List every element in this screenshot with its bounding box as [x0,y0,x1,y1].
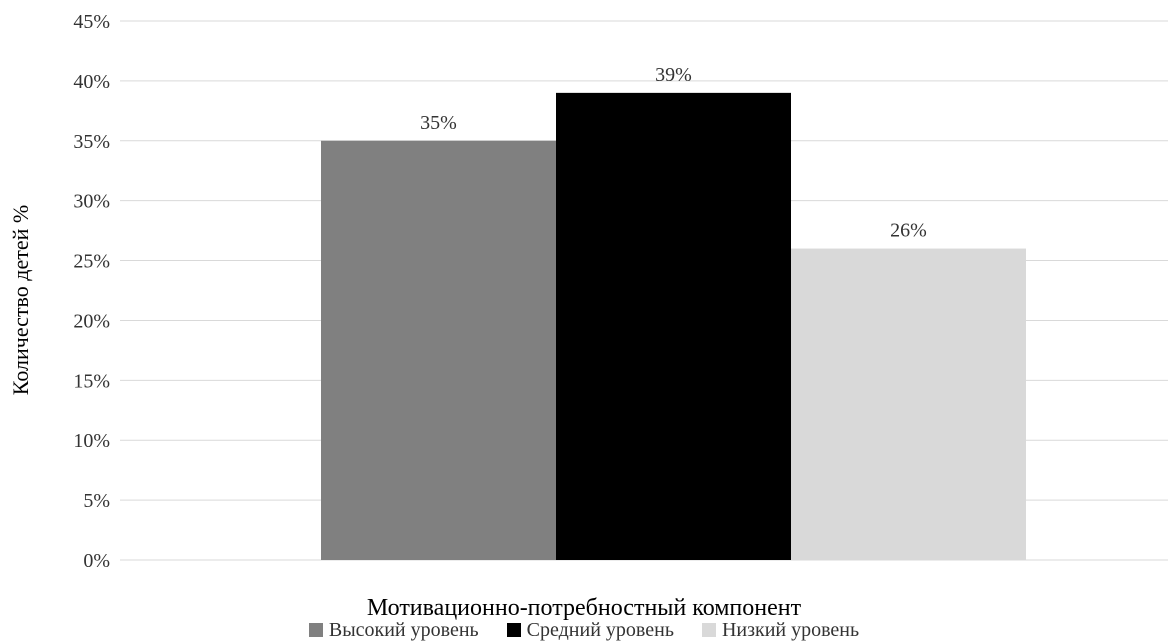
legend-label-medium: Средний уровень [526,619,674,641]
legend: Высокий уровень Средний уровень Низкий у… [0,620,1168,640]
y-tick-label: 5% [83,490,110,512]
y-tick-label: 0% [83,550,110,572]
y-tick-label: 35% [73,131,110,153]
y-tick-label: 25% [73,251,110,273]
y-tick-label: 40% [73,71,110,93]
x-axis-label: Мотивационно-потребностный компонент [366,595,802,621]
data-label-high: 35% [420,112,457,134]
legend-label-high: Высокий уровень [328,619,479,641]
bar-high [321,140,556,560]
legend-label-low: Низкий уровень [721,619,860,641]
data-label-low: 26% [890,220,927,242]
y-tick-label: 15% [73,370,110,392]
y-axis-ticks: 0% 5% 10% 15% 20% 25% 30% 35% 40% 45% [73,11,110,572]
y-tick-label: 10% [73,430,110,452]
bars [321,92,1026,561]
data-label-medium: 39% [655,64,692,86]
y-tick-label: 30% [73,191,110,213]
legend-swatch-medium [506,623,521,637]
bar-medium [556,92,791,560]
legend-swatch-low [701,623,716,637]
y-tick-label: 45% [73,11,110,33]
legend-item-high: Высокий уровень [308,619,479,641]
y-axis-label: Количество детей % [8,205,33,395]
legend-item-medium: Средний уровень [506,619,674,641]
bar-low [791,248,1026,561]
y-tick-label: 20% [73,310,110,332]
legend-swatch-high [308,623,323,637]
data-labels: 35% 39% 26% [420,64,927,242]
legend-item-low: Низкий уровень [701,619,860,641]
